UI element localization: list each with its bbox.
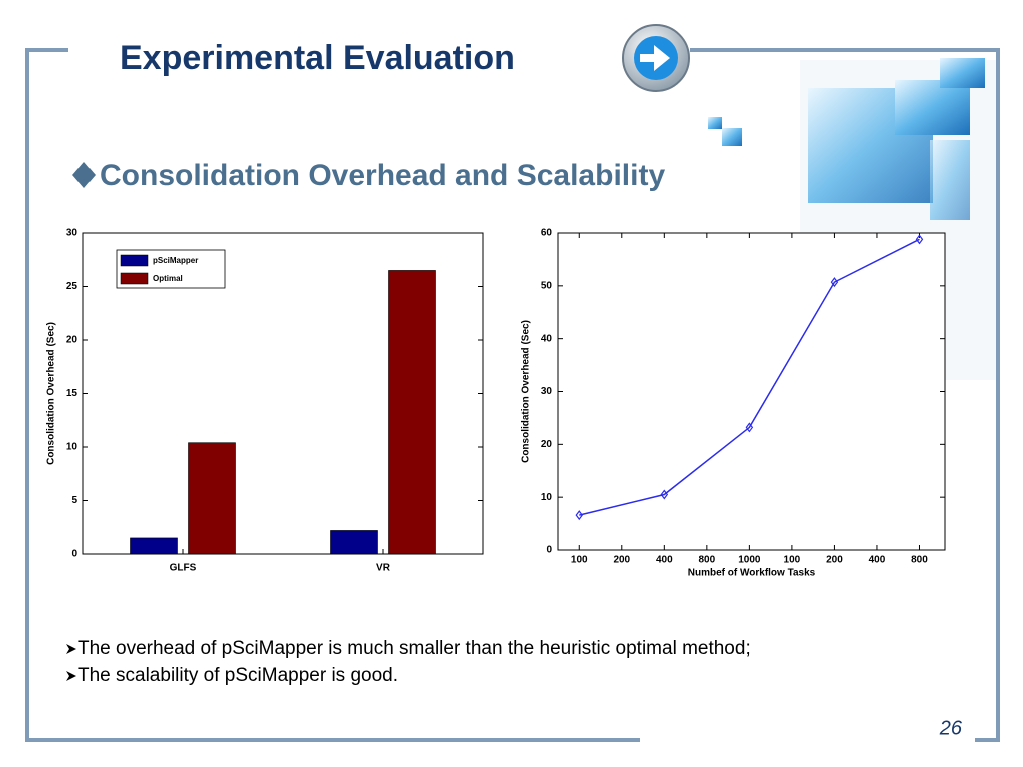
bullet-arrow [66, 671, 76, 681]
legend-swatch [120, 272, 149, 285]
arrow-icon [622, 24, 690, 92]
bar [130, 537, 178, 555]
x-tick-label: VR [376, 563, 391, 574]
page-number: 26 [939, 717, 963, 739]
x-tick-label: 800 [911, 555, 928, 566]
x-tick-label: GLFS [170, 563, 197, 574]
x-tick-label: 1000 [738, 555, 761, 566]
frame [25, 48, 1000, 742]
y-tick-label: 50 [541, 280, 553, 291]
y-tick-label: 30 [541, 386, 553, 397]
y-tick-label: 10 [66, 442, 78, 453]
y-tick-label: 15 [66, 388, 78, 399]
x-axis-label: Numbef of Workflow Tasks [688, 568, 816, 579]
bullet-text: The overhead of pSciMapper is much small… [78, 638, 751, 659]
y-tick-label: 20 [541, 439, 553, 450]
x-tick-label: 200 [826, 555, 843, 566]
bar [330, 530, 378, 555]
heading-bullet [72, 162, 96, 188]
plot-area [557, 232, 946, 551]
bar [388, 270, 436, 555]
bullet-arrow [66, 644, 76, 654]
x-tick-label: 400 [869, 555, 886, 566]
y-tick-label: 20 [66, 335, 78, 346]
x-tick-label: 400 [656, 555, 673, 566]
legend-label: pSciMapper [153, 256, 198, 265]
y-tick-label: 40 [541, 333, 553, 344]
y-axis-label: Consolidation Overhead (Sec) [521, 320, 532, 463]
slide-title: Experimental Evaluation [120, 39, 515, 77]
slide-heading: Consolidation Overhead and Scalability [100, 159, 665, 192]
y-tick-label: 25 [66, 281, 78, 292]
legend-swatch [120, 254, 149, 267]
x-tick-label: 100 [784, 555, 801, 566]
y-tick-label: 5 [71, 495, 77, 506]
bullet-text: The scalability of pSciMapper is good. [78, 665, 398, 686]
y-tick-label: 60 [541, 228, 553, 239]
y-tick-label: 0 [71, 549, 77, 560]
data-point [745, 422, 754, 433]
data-point [915, 234, 924, 245]
x-tick-label: 100 [571, 555, 588, 566]
y-tick-label: 30 [66, 228, 78, 239]
data-point [830, 277, 839, 288]
x-tick-label: 200 [613, 555, 630, 566]
y-tick-label: 0 [546, 545, 552, 556]
y-axis-label: Consolidation Overhead (Sec) [46, 322, 57, 465]
data-point [660, 489, 669, 500]
bar [188, 442, 236, 555]
data-line [579, 238, 920, 516]
y-tick-label: 10 [541, 492, 553, 503]
x-tick-label: 800 [699, 555, 716, 566]
legend-label: Optimal [153, 274, 183, 283]
data-point [575, 510, 584, 521]
